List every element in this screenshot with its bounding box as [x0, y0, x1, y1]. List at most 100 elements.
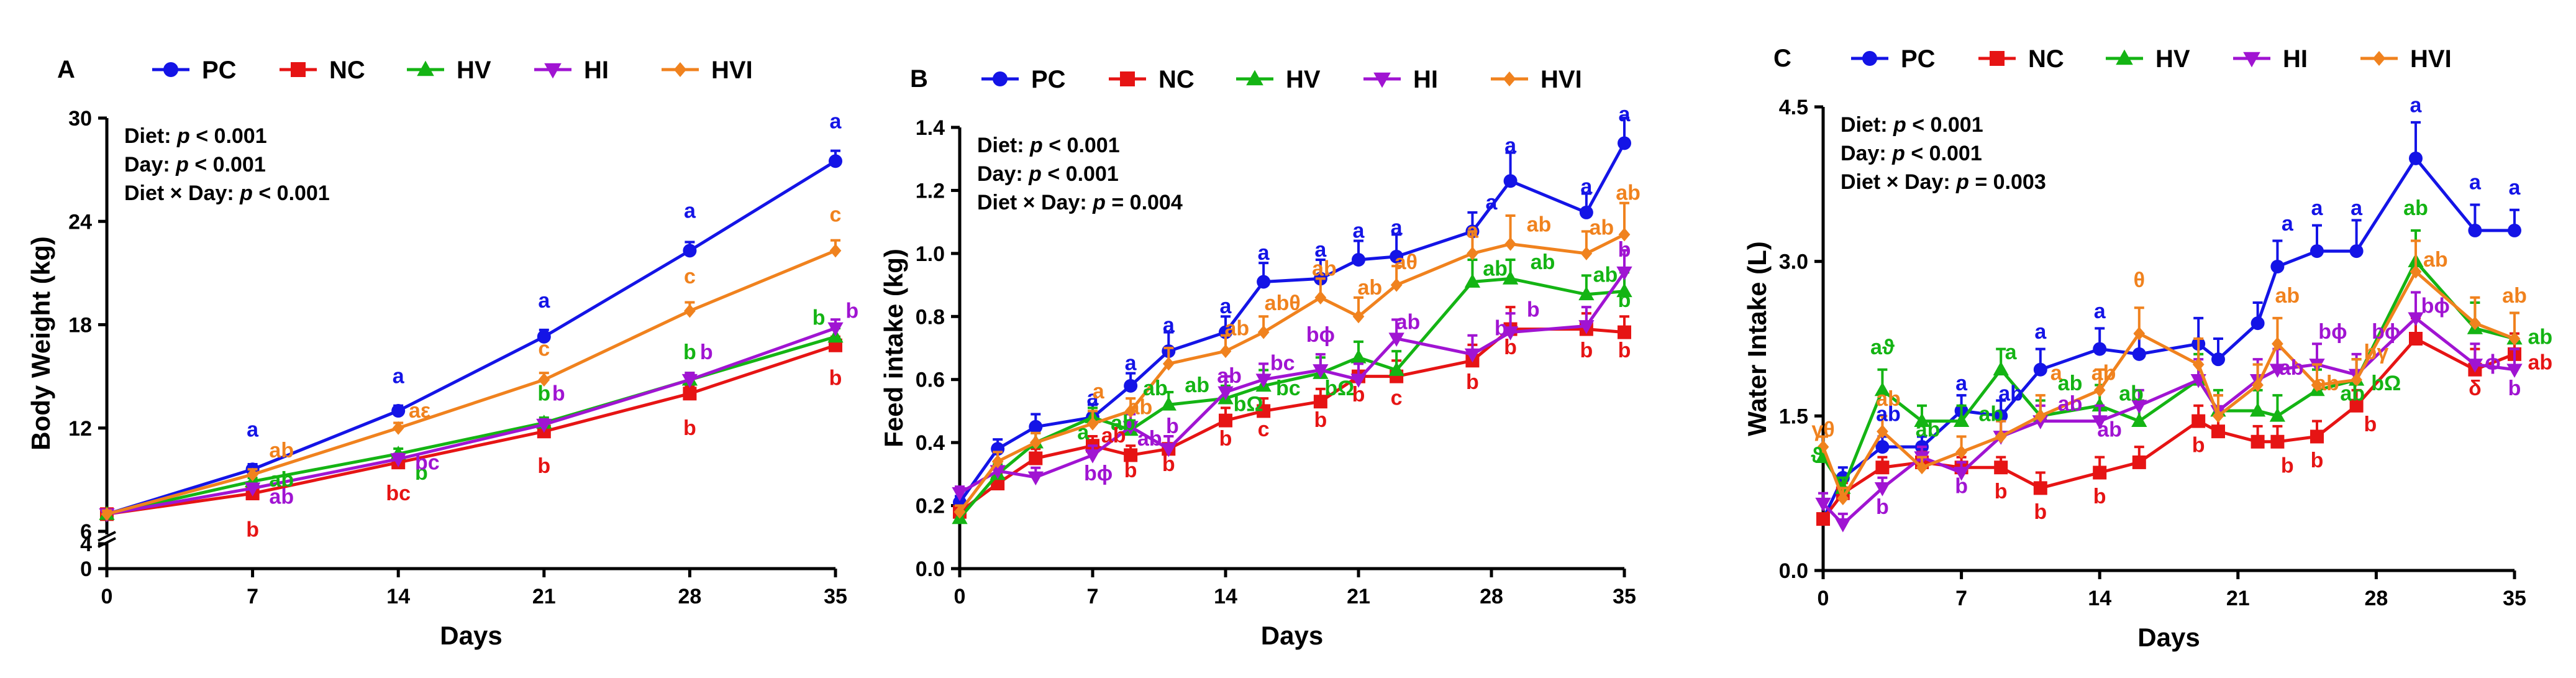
significance-label: a	[1314, 238, 1327, 262]
significance-label: ϑ	[1811, 444, 1823, 467]
stats-label: Diet × Day:	[124, 181, 240, 205]
x-tick-label: 0	[101, 585, 113, 608]
significance-label: bc	[1276, 377, 1301, 400]
significance-label: ab	[1224, 317, 1249, 341]
y-tick-label: 0	[80, 557, 92, 581]
significance-label: θ	[2134, 268, 2145, 292]
significance-label: ab	[2097, 418, 2122, 441]
significance-label: ab	[2279, 356, 2304, 380]
legend-label: HV	[1286, 66, 1321, 93]
data-point	[2249, 402, 2266, 417]
x-axis-title: Days	[1261, 621, 1323, 650]
data-point	[1313, 364, 1329, 378]
data-point	[827, 322, 844, 337]
significance-label: c	[1391, 386, 1403, 410]
data-point	[1994, 460, 2008, 475]
data-point	[2270, 259, 2285, 273]
data-point	[1875, 460, 1890, 475]
stats-value: < 0.001	[190, 124, 267, 148]
significance-label: b	[1495, 317, 1508, 341]
y-tick-label: 24	[68, 210, 92, 234]
data-point	[101, 507, 113, 521]
significance-label: a	[2469, 171, 2482, 195]
significance-label: b	[1955, 475, 1968, 498]
significance-label: bϕ	[1084, 462, 1113, 485]
data-point	[1257, 325, 1270, 339]
data-point	[1219, 413, 1232, 428]
significance-label: ab	[2340, 382, 2365, 405]
series-hvi	[953, 201, 1631, 519]
data-point	[1029, 419, 1043, 434]
data-point	[2091, 415, 2108, 429]
significance-label: a	[1467, 219, 1479, 243]
x-tick-label: 21	[532, 585, 556, 608]
x-tick-label: 35	[2503, 587, 2526, 610]
data-point	[1502, 270, 1519, 285]
legend-item-nc: NC	[280, 57, 365, 84]
series-pc	[953, 116, 1631, 510]
legend-marker	[1503, 71, 1516, 86]
legend-item-hvi: HVI	[2360, 45, 2452, 73]
legend-label: NC	[1158, 66, 1195, 93]
significance-label: b	[552, 382, 565, 405]
stats-line: Day: p < 0.001	[977, 162, 1119, 186]
data-point	[991, 454, 1004, 469]
y-tick-label: 1.2	[916, 179, 945, 203]
stats-value: < 0.001	[189, 153, 266, 176]
panel-label: B	[910, 65, 928, 93]
legend-label: NC	[2028, 45, 2064, 73]
significance-label: b	[829, 366, 842, 390]
significance-label: a	[2311, 196, 2324, 220]
significance-label: b	[415, 461, 428, 485]
stats-label: Diet:	[977, 134, 1030, 157]
legend-marker	[1862, 51, 1877, 66]
stats-line: Diet: p < 0.001	[124, 124, 267, 148]
significance-label: b	[700, 341, 713, 364]
data-point	[1874, 382, 1891, 396]
significance-label: ab	[1137, 427, 1162, 451]
data-point	[1390, 249, 1404, 263]
significance-label: a	[2351, 196, 2363, 220]
data-point	[2033, 481, 2047, 495]
data-point	[1955, 445, 1967, 459]
data-point	[2508, 223, 2521, 237]
y-tick-label: 0.0	[1779, 559, 1808, 583]
data-point	[1993, 361, 2009, 376]
panel-label: C	[1773, 45, 1791, 72]
data-point	[247, 467, 258, 482]
significance-label: aε	[409, 399, 430, 423]
significance-label: ab	[1916, 418, 1941, 441]
significance-label: ab	[1998, 382, 2023, 405]
stats-line: Diet: p < 0.001	[1841, 113, 1983, 137]
data-point	[2093, 342, 2107, 356]
x-tick-label: 28	[1480, 585, 1503, 608]
y-tick-label: 18	[68, 314, 92, 337]
x-tick-label: 0	[1818, 587, 1829, 610]
data-point	[1504, 237, 1516, 251]
y-tick-label: 0.8	[916, 305, 945, 329]
stats-line: Day: p < 0.001	[124, 153, 266, 176]
significance-label: a	[1955, 372, 1968, 395]
significance-label: a	[2282, 212, 2294, 236]
data-point	[1085, 449, 1101, 464]
significance-label: bc	[415, 451, 440, 474]
significance-label: a	[830, 110, 842, 134]
significance-label: a	[2509, 176, 2521, 199]
stats-value: < 0.001	[1042, 162, 1119, 186]
data-point	[1877, 424, 1888, 439]
data-point	[2272, 337, 2283, 351]
x-tick-label: 14	[2088, 587, 2111, 610]
y-axis-title: Body Weight (kg)	[26, 236, 55, 451]
data-point	[2033, 362, 2047, 377]
series-line	[106, 249, 836, 516]
data-point	[1835, 518, 1851, 533]
data-point	[2468, 223, 2482, 237]
significance-label: bc	[1270, 352, 1295, 375]
significance-label: a	[1580, 175, 1593, 199]
stats-p: p	[1092, 191, 1106, 214]
significance-label: b	[1352, 383, 1365, 406]
legend-marker	[673, 62, 687, 77]
data-point	[2251, 316, 2265, 331]
data-point	[1815, 497, 1831, 512]
legend-marker	[2243, 52, 2260, 68]
